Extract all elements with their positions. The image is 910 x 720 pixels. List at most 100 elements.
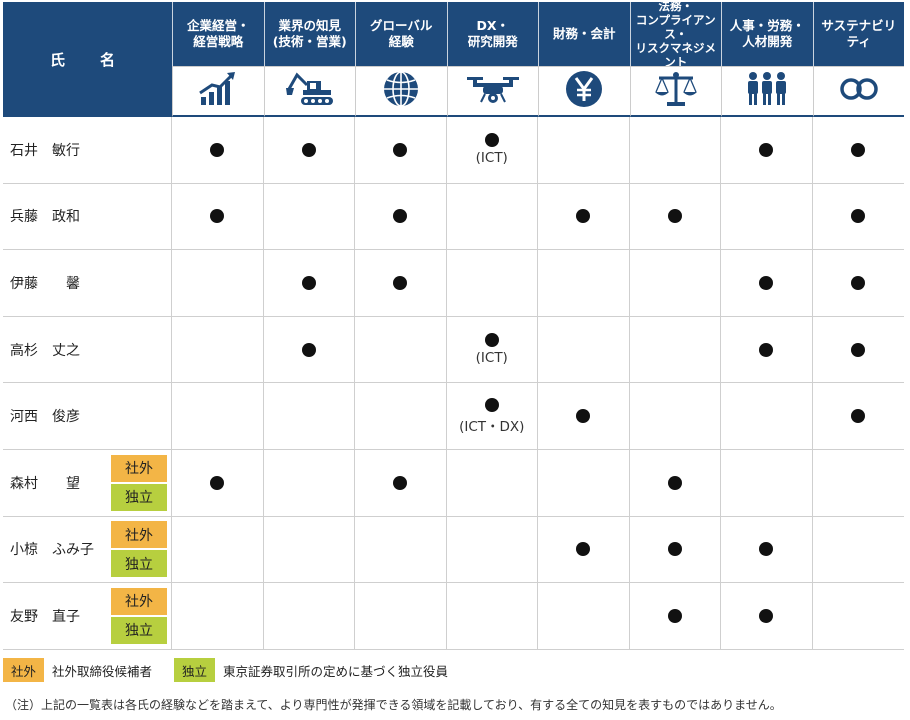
legend: 社外 社外取締役候補者 独立 東京証券取引所の定めに基づく独立役員 xyxy=(3,658,448,682)
director-badges: 社外 独立 xyxy=(111,521,167,578)
skill-cell xyxy=(263,383,355,450)
director-name: 高杉 丈之 xyxy=(10,342,80,359)
skill-cell xyxy=(721,449,813,517)
skill-dot-marker xyxy=(851,409,866,424)
skill-cell xyxy=(721,183,813,251)
director-name: 友野 直子 xyxy=(10,608,80,625)
skill-cell xyxy=(538,117,630,184)
director-name-cell: 森村 望 社外 独立 xyxy=(3,449,172,517)
skill-cell xyxy=(172,183,264,251)
skill-cell xyxy=(446,449,538,517)
skill-cell xyxy=(355,183,447,251)
director-name-cell: 高杉 丈之 xyxy=(3,316,172,384)
skill-cell xyxy=(355,516,447,584)
skill-cell xyxy=(446,183,538,251)
skill-icon-cell-7 xyxy=(721,66,813,117)
legend-independent-badge: 独立 xyxy=(174,658,216,682)
director-name-cell: 河西 俊彦 xyxy=(3,383,172,450)
director-name: 石井 敏行 xyxy=(10,142,80,159)
skill-dot-marker xyxy=(667,209,682,224)
skill-cell xyxy=(172,316,264,384)
skill-dot-marker xyxy=(393,209,408,224)
skill-dot-marker xyxy=(759,275,774,290)
skill-cell xyxy=(721,516,813,584)
skill-header-1: 企業経営・ 経営戦略 xyxy=(172,2,264,66)
director-badges: 社外 独立 xyxy=(111,454,167,511)
skill-cell xyxy=(538,516,630,584)
independent-badge: 独立 xyxy=(111,483,167,511)
director-name: 小椋 ふみ子 xyxy=(10,542,94,559)
skill-cell xyxy=(812,450,904,517)
skill-cell xyxy=(538,449,630,517)
skill-dot-marker xyxy=(759,608,774,623)
skill-cell xyxy=(629,383,721,450)
skill-cell xyxy=(812,117,904,184)
skill-cell xyxy=(355,383,447,450)
skill-dot-marker xyxy=(667,475,682,490)
legend-independent-text: 東京証券取引所の定めに基づく独立役員 xyxy=(223,663,449,679)
scales-icon xyxy=(653,70,699,112)
skill-icon-cell-1 xyxy=(172,66,264,117)
skill-cell xyxy=(812,583,904,650)
director-name-cell: 伊藤 馨 xyxy=(3,250,172,317)
skill-dot-marker xyxy=(210,142,225,157)
skill-dot-marker xyxy=(667,542,682,557)
director-name-cell: 石井 敏行 xyxy=(3,117,172,184)
skill-header-5: 財務・会計 xyxy=(538,2,630,66)
skill-icon-cell-6 xyxy=(629,66,721,117)
director-name-cell: 友野 直子 社外 独立 xyxy=(3,583,172,650)
infinity-loop-icon xyxy=(837,74,881,108)
skill-cell xyxy=(629,250,721,317)
skill-cell: (ICT) xyxy=(446,117,538,184)
skill-cell xyxy=(629,516,721,584)
skill-dot-marker xyxy=(576,542,591,557)
skill-cell xyxy=(172,516,264,584)
outside-badge: 社外 xyxy=(111,587,167,615)
skill-cell xyxy=(263,316,355,384)
skill-cell xyxy=(263,516,355,584)
skill-icon-cell-5 xyxy=(538,66,630,117)
skill-dot-marker xyxy=(759,542,774,557)
skill-cell xyxy=(263,117,355,184)
director-badges: 社外 独立 xyxy=(111,587,167,644)
skill-cell xyxy=(629,583,721,650)
skill-cell xyxy=(172,117,264,184)
skill-icon-cell-8 xyxy=(812,66,904,117)
skill-dot-marker xyxy=(210,209,225,224)
skill-cell xyxy=(355,117,447,184)
skill-cell xyxy=(355,250,447,317)
skill-cell xyxy=(446,250,538,317)
skill-icon-cell-4 xyxy=(446,66,538,117)
people-icon xyxy=(744,70,790,112)
skill-header-7: 人事・労務・ 人材開発 xyxy=(721,2,813,66)
skill-cell xyxy=(263,583,355,650)
skill-icon-cell-3 xyxy=(355,66,447,117)
skill-cell xyxy=(172,583,264,650)
outside-badge: 社外 xyxy=(111,454,167,482)
independent-badge: 独立 xyxy=(111,550,167,578)
skill-icon-cell-2 xyxy=(263,66,355,117)
skill-cell xyxy=(172,250,264,317)
skill-cell xyxy=(629,117,721,184)
skill-cell xyxy=(629,183,721,251)
skills-matrix-table: 氏 名 企業経営・ 経営戦略 業界の知見 (技術・営業) グローバル 経験 DX・ 研… xyxy=(3,0,904,650)
director-name-cell: 小椋 ふみ子 社外 独立 xyxy=(3,516,172,584)
name-column-header: 氏 名 xyxy=(3,2,172,117)
skill-cell xyxy=(629,316,721,384)
growth-chart-icon xyxy=(198,71,238,111)
skill-cell xyxy=(538,183,630,251)
skill-dot-marker xyxy=(851,275,866,290)
skill-note: (ICT) xyxy=(475,150,508,167)
skill-cell xyxy=(446,583,538,650)
director-name: 兵藤 政和 xyxy=(10,209,80,226)
skill-note: (ICT) xyxy=(475,350,508,367)
skill-header-8: サステナビリティ xyxy=(812,2,904,66)
skill-cell xyxy=(263,449,355,517)
legend-outside-text: 社外取締役候補者 xyxy=(52,663,153,679)
skill-dot-marker xyxy=(393,142,408,157)
skill-cell xyxy=(355,583,447,650)
skill-dot-marker xyxy=(759,342,774,357)
skill-cell xyxy=(538,250,630,317)
footnote: （注）上記の一覧表は各氏の経験などを踏まえて、より専門性が発揮できる領域を記載し… xyxy=(5,698,782,712)
skill-cell xyxy=(263,183,355,251)
